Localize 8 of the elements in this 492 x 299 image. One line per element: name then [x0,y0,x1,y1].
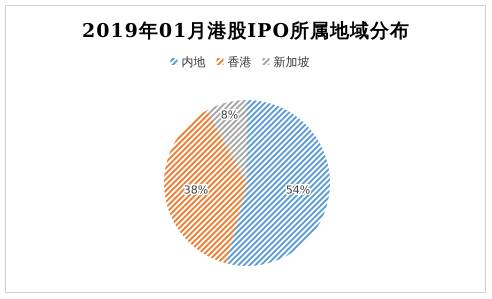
legend-label: 内地 [182,55,206,69]
legend-label: 香港 [228,55,252,69]
legend-label: 新加坡 [274,55,310,69]
data-label: 54% [286,183,310,196]
data-label: 38% [184,183,208,196]
data-label: 8% [220,108,238,122]
pie-slice [164,110,247,264]
chart-title: 2019年01月港股IPO所属地域分布 [82,20,410,42]
